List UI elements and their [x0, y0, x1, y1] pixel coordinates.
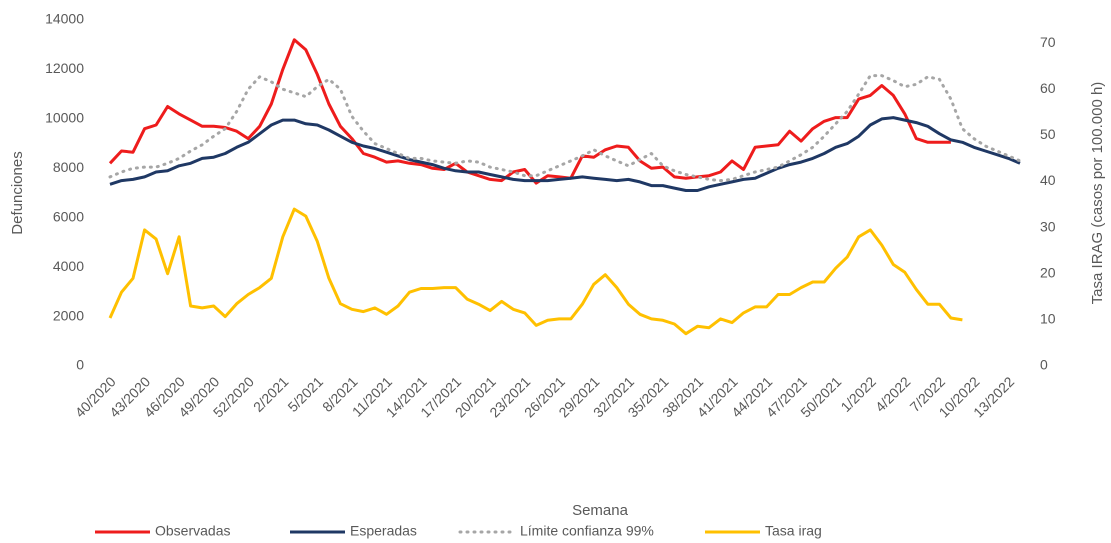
x-axis-title: Semana [572, 502, 629, 519]
y2-tick-label: 20 [1040, 264, 1056, 280]
y2-tick-label: 40 [1040, 172, 1056, 188]
y2-tick-label: 10 [1040, 311, 1056, 327]
y-tick-label: 0 [76, 357, 84, 373]
series-line [108, 74, 1022, 183]
legend-label: Límite confianza 99% [520, 523, 654, 539]
y-tick-label: 6000 [53, 208, 84, 224]
y-tick-label: 8000 [53, 159, 84, 175]
legend-label: Esperadas [350, 523, 417, 539]
legend-label: Tasa irag [765, 523, 822, 539]
y2-tick-label: 60 [1040, 80, 1056, 96]
y-tick-label: 10000 [45, 110, 84, 126]
x-tick-label: 1/2022 [837, 373, 879, 415]
y-tick-label: 2000 [53, 307, 84, 323]
y2-tick-label: 70 [1040, 34, 1056, 50]
y2-tick-label: 50 [1040, 126, 1056, 142]
y-axis-title: Defunciones [9, 151, 26, 234]
y2-tick-label: 30 [1040, 218, 1056, 234]
series-line [109, 116, 1021, 192]
y-tick-label: 4000 [53, 258, 84, 274]
x-tick-label: 4/2022 [872, 373, 914, 415]
x-tick-label: 5/2021 [284, 373, 326, 415]
legend-label: Observadas [155, 523, 230, 539]
y-tick-label: 14000 [45, 11, 84, 27]
y2-axis-title: Tasa IRAG (casos por 100.000 h) [1089, 82, 1106, 305]
x-tick-label: 2/2021 [250, 373, 292, 415]
y2-tick-label: 0 [1040, 357, 1048, 373]
series-line [108, 207, 963, 336]
y-tick-label: 12000 [45, 60, 84, 76]
